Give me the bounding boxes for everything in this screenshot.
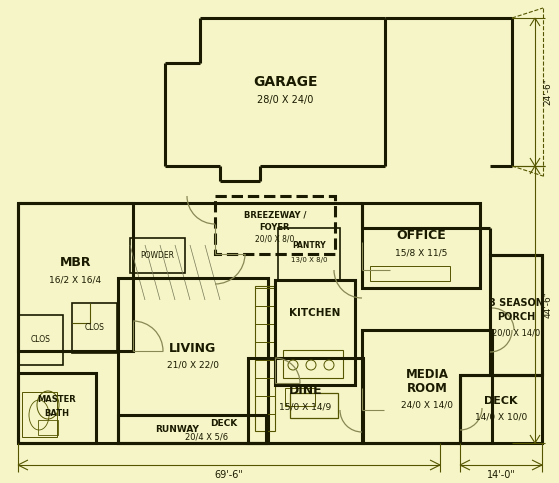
Bar xyxy=(18,315,63,365)
Bar xyxy=(460,375,542,443)
Text: BREEZEWAY /: BREEZEWAY / xyxy=(244,211,306,219)
Text: RUNWAY: RUNWAY xyxy=(155,425,199,434)
Text: 20/0 X 8/0: 20/0 X 8/0 xyxy=(255,235,295,243)
Text: 14/0 X 10/0: 14/0 X 10/0 xyxy=(475,412,527,422)
Bar xyxy=(18,203,133,351)
Text: 69'-6": 69'-6" xyxy=(215,470,243,480)
Text: 3 SEASON: 3 SEASON xyxy=(489,298,543,308)
Bar xyxy=(248,358,363,443)
Bar xyxy=(278,228,340,280)
Text: OFFICE: OFFICE xyxy=(396,229,446,242)
Text: 15/8 X 11/5: 15/8 X 11/5 xyxy=(395,248,447,257)
Bar xyxy=(490,255,542,375)
Text: CLOS: CLOS xyxy=(31,336,50,344)
Text: MEDIA: MEDIA xyxy=(405,368,448,381)
Text: PANTRY: PANTRY xyxy=(292,242,326,251)
Text: GARAGE: GARAGE xyxy=(253,75,318,89)
Bar xyxy=(362,203,480,288)
Bar xyxy=(370,266,450,281)
Text: KITCHEN: KITCHEN xyxy=(290,308,340,317)
Text: 20/4 X 5/6: 20/4 X 5/6 xyxy=(186,432,229,441)
Bar xyxy=(285,388,315,406)
Text: FOYER: FOYER xyxy=(260,223,290,231)
Text: MBR: MBR xyxy=(60,256,91,269)
Text: 21/0 X 22/0: 21/0 X 22/0 xyxy=(167,361,219,370)
Bar xyxy=(72,303,117,353)
Bar xyxy=(118,415,266,443)
Text: LIVING: LIVING xyxy=(169,342,217,355)
Bar xyxy=(275,280,355,385)
Text: ROOM: ROOM xyxy=(406,382,447,395)
Text: 15/0 X 14/9: 15/0 X 14/9 xyxy=(280,403,331,412)
Text: DECK: DECK xyxy=(210,420,237,428)
Bar xyxy=(130,238,185,273)
Text: 44'-6": 44'-6" xyxy=(543,291,552,318)
Bar xyxy=(362,330,492,443)
Text: 16/2 X 16/4: 16/2 X 16/4 xyxy=(49,275,102,284)
Text: PORCH: PORCH xyxy=(497,312,535,322)
Text: MASTER: MASTER xyxy=(37,396,77,404)
Text: CLOS: CLOS xyxy=(84,324,105,332)
Text: 20/0 X 14/0: 20/0 X 14/0 xyxy=(492,328,540,338)
Bar xyxy=(283,350,343,378)
Text: BATH: BATH xyxy=(45,409,69,417)
Bar xyxy=(38,420,58,435)
Bar xyxy=(18,373,96,443)
Text: POWDER: POWDER xyxy=(140,251,174,260)
Text: 14'-0": 14'-0" xyxy=(486,470,515,480)
Text: 28/0 X 24/0: 28/0 X 24/0 xyxy=(257,95,313,105)
Bar xyxy=(22,392,57,437)
Text: 13/0 X 8/0: 13/0 X 8/0 xyxy=(291,257,327,263)
Bar xyxy=(215,196,335,254)
Bar xyxy=(290,393,338,418)
Text: 24/0 X 14/0: 24/0 X 14/0 xyxy=(401,400,453,409)
Text: DINE: DINE xyxy=(288,384,323,397)
Bar xyxy=(118,278,268,443)
Text: 24'-6": 24'-6" xyxy=(543,79,552,105)
Text: DECK: DECK xyxy=(484,396,518,406)
Bar xyxy=(255,286,275,431)
